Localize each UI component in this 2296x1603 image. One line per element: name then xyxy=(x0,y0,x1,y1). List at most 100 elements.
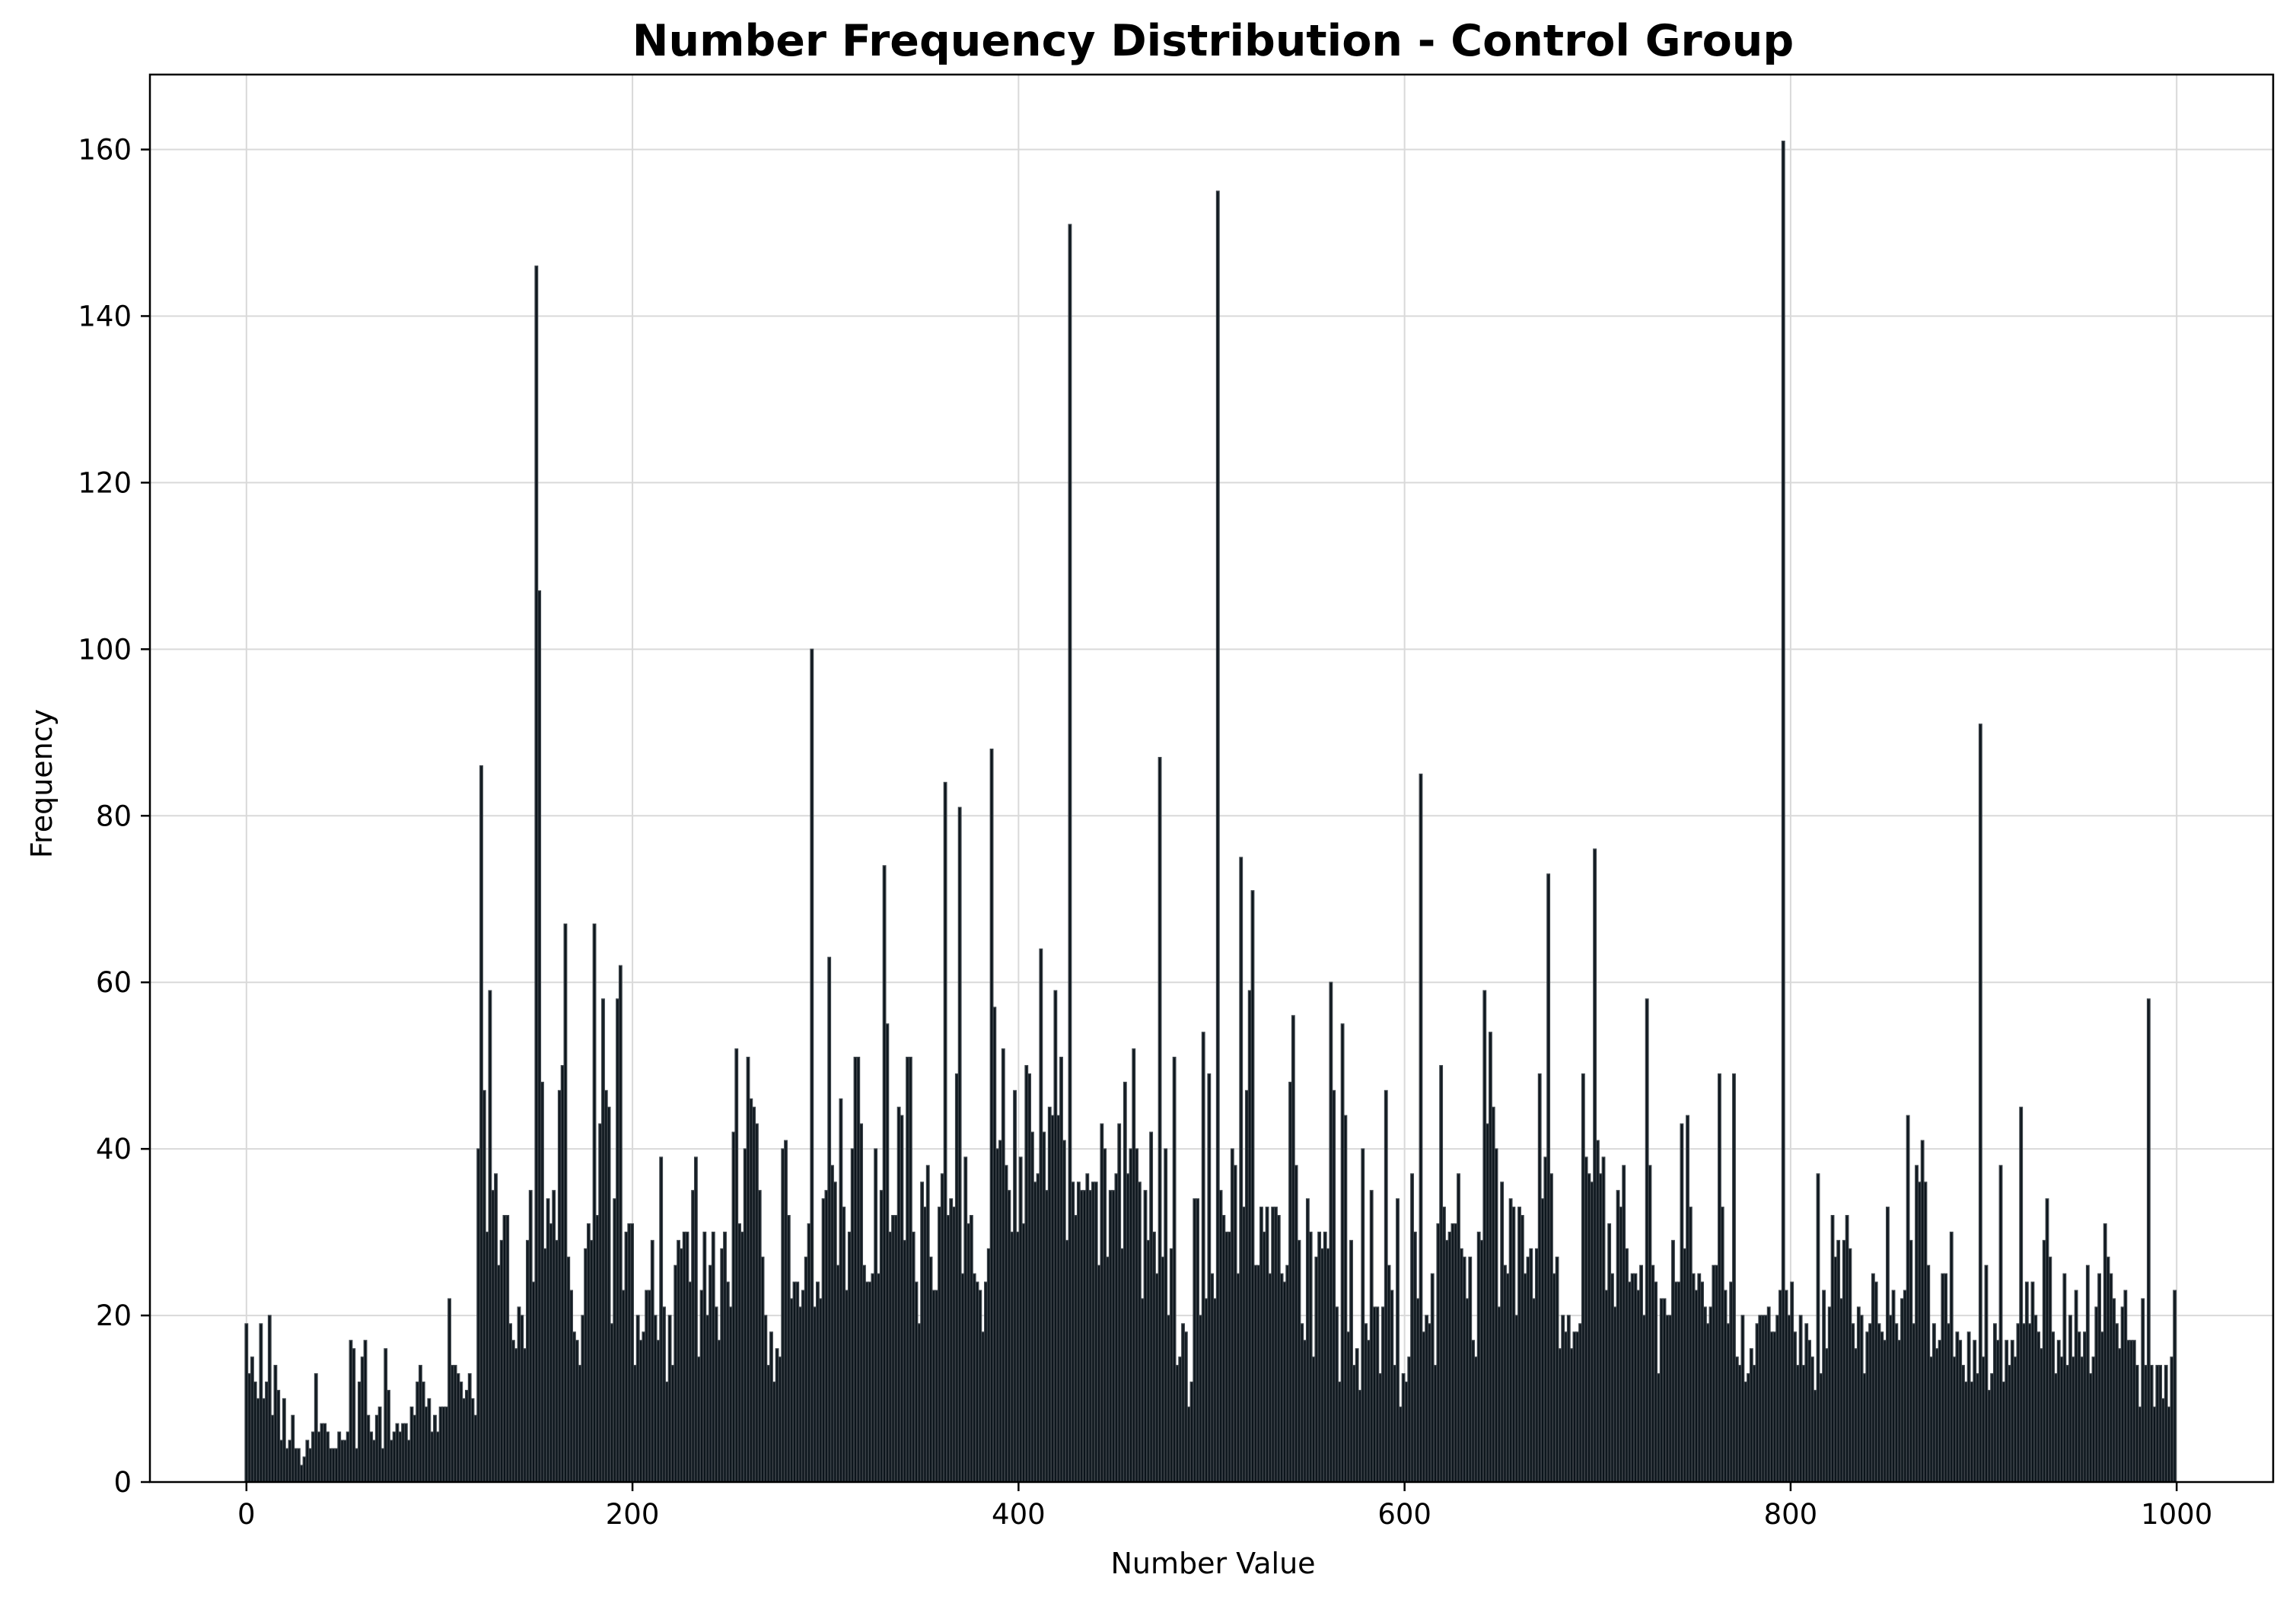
bar xyxy=(1033,1182,1037,1483)
bar xyxy=(1534,1248,1539,1483)
bar xyxy=(294,1448,298,1483)
bar xyxy=(856,1057,861,1483)
bar xyxy=(1723,1290,1728,1483)
bar xyxy=(1688,1207,1693,1483)
bar xyxy=(766,1365,771,1483)
bar xyxy=(1326,1248,1330,1483)
bar xyxy=(499,1239,504,1483)
bar xyxy=(1793,1331,1797,1483)
bar xyxy=(412,1414,417,1483)
bar xyxy=(1552,1273,1556,1483)
bar xyxy=(1396,1198,1400,1483)
bar xyxy=(1030,1131,1034,1483)
bar xyxy=(1181,1323,1185,1483)
bar xyxy=(833,1182,837,1483)
bar xyxy=(1172,1057,1177,1483)
bar xyxy=(1877,1323,1881,1483)
bar xyxy=(1250,890,1255,1483)
bar xyxy=(906,1057,909,1483)
bar xyxy=(914,1281,919,1483)
bar xyxy=(998,1140,1002,1483)
bar xyxy=(1505,1273,1510,1483)
y-tick-label: 0 xyxy=(113,1466,132,1499)
bar xyxy=(1613,1306,1617,1483)
bar xyxy=(476,1148,481,1483)
bar xyxy=(1558,1348,1562,1483)
bar xyxy=(645,1290,649,1483)
bar xyxy=(2080,1357,2084,1483)
bar xyxy=(2027,1323,2032,1483)
bar xyxy=(1114,1173,1119,1483)
bar xyxy=(563,923,568,1483)
bar xyxy=(581,1315,585,1483)
bar xyxy=(989,748,994,1483)
bar xyxy=(2077,1331,2081,1483)
bar xyxy=(1651,1264,1655,1483)
bar xyxy=(416,1381,420,1483)
bar xyxy=(667,1315,672,1483)
y-axis: 0 20 40 60 80 100 120 140 160 xyxy=(78,134,150,1499)
bar xyxy=(798,1306,802,1483)
bar xyxy=(699,1290,704,1483)
bar xyxy=(540,1081,544,1483)
bar xyxy=(569,1290,573,1483)
bar xyxy=(853,1057,858,1483)
bar xyxy=(491,1190,495,1483)
bar xyxy=(1291,1015,1295,1483)
bar xyxy=(2146,998,2151,1483)
bar xyxy=(1343,1115,1348,1483)
bar xyxy=(247,1372,252,1483)
bar xyxy=(2074,1290,2078,1483)
bar xyxy=(917,1323,922,1483)
bar xyxy=(928,1256,933,1483)
bar xyxy=(557,1089,562,1483)
bar xyxy=(2054,1372,2058,1483)
bar xyxy=(395,1423,400,1483)
bar xyxy=(2103,1223,2107,1483)
bar xyxy=(1769,1331,1774,1483)
bar xyxy=(769,1331,773,1483)
bar xyxy=(1766,1306,1771,1483)
y-tick-label: 80 xyxy=(96,800,132,832)
bar xyxy=(1407,1357,1412,1483)
bar xyxy=(560,1064,565,1483)
bar xyxy=(1720,1207,1724,1483)
bar xyxy=(1366,1340,1371,1483)
bar xyxy=(276,1389,281,1483)
bar xyxy=(1276,1214,1281,1483)
bar xyxy=(813,1306,817,1483)
bar xyxy=(1259,1207,1263,1483)
x-tick-label: 1000 xyxy=(2141,1498,2212,1531)
bar xyxy=(1581,1073,1585,1483)
bar xyxy=(1262,1231,1266,1483)
bar xyxy=(1931,1323,1936,1483)
bar xyxy=(728,1306,733,1483)
bar xyxy=(1981,1357,1986,1483)
bar xyxy=(1854,1348,1858,1483)
bar xyxy=(792,1281,797,1483)
bar xyxy=(938,1207,941,1483)
bar xyxy=(1694,1290,1699,1483)
bar xyxy=(1503,1264,1507,1483)
bar xyxy=(331,1448,336,1483)
bar xyxy=(1718,1073,1721,1483)
bar xyxy=(888,1231,893,1483)
bar xyxy=(1526,1256,1530,1483)
bar xyxy=(1161,1256,1165,1483)
bar xyxy=(595,1214,600,1483)
bar xyxy=(1317,1231,1322,1483)
bar xyxy=(1561,1315,1565,1483)
bar xyxy=(441,1406,446,1483)
bar xyxy=(244,1323,249,1483)
bar xyxy=(1749,1348,1753,1483)
bar xyxy=(1938,1340,1942,1483)
bar xyxy=(403,1423,408,1483)
bar xyxy=(992,1007,997,1483)
bar xyxy=(485,1231,489,1483)
bar xyxy=(1497,1306,1501,1483)
bar xyxy=(299,1465,304,1483)
bar xyxy=(1198,1315,1202,1483)
bar xyxy=(1566,1315,1571,1483)
bar xyxy=(1068,224,1072,1483)
bar xyxy=(528,1190,533,1483)
